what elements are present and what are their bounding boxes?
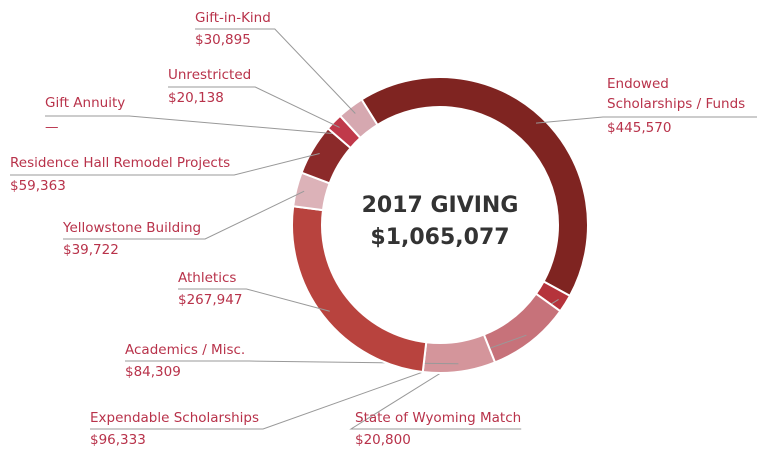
chart-subtitle: $1,065,077 xyxy=(370,225,509,250)
segment-value: $30,895 xyxy=(195,32,251,48)
segment-label: Endowed Scholarships / Funds xyxy=(607,76,746,112)
donut-segment xyxy=(482,292,562,364)
segment-label: Yellowstone Building xyxy=(63,220,202,236)
donut-segment xyxy=(360,76,589,298)
leader-line xyxy=(195,28,356,114)
segment-value: $59,363 xyxy=(10,178,66,194)
leader-line xyxy=(10,153,320,176)
donut-segment xyxy=(338,98,379,140)
segment-label: Gift-in-Kind xyxy=(195,10,271,26)
segment-value: $39,722 xyxy=(63,242,119,258)
segment-value: $20,138 xyxy=(168,90,224,106)
segment-label: Gift Annuity xyxy=(45,95,126,111)
leader-line xyxy=(63,190,305,240)
chart-title: 2017 GIVING xyxy=(362,193,519,218)
segment-label: Academics / Misc. xyxy=(125,342,246,358)
segment-label: Expendable Scholarships xyxy=(90,410,260,426)
leader-line xyxy=(45,115,334,135)
segment-value: $84,309 xyxy=(125,364,181,380)
segment-value: — xyxy=(45,119,59,135)
segment-value: $267,947 xyxy=(178,292,243,308)
leader-line xyxy=(168,86,340,128)
donut-segment xyxy=(421,333,497,374)
segment-label: State of Wyoming Match xyxy=(355,410,522,426)
segment-value: $20,800 xyxy=(355,432,411,448)
leader-line xyxy=(178,288,330,312)
leader-line xyxy=(535,116,757,124)
segment-value: $96,333 xyxy=(90,432,146,448)
segment-label: Residence Hall Remodel Projects xyxy=(10,155,231,171)
segment-label: Athletics xyxy=(178,270,237,286)
segment-label: Unrestricted xyxy=(168,67,252,83)
segment-value: $445,570 xyxy=(607,120,672,136)
